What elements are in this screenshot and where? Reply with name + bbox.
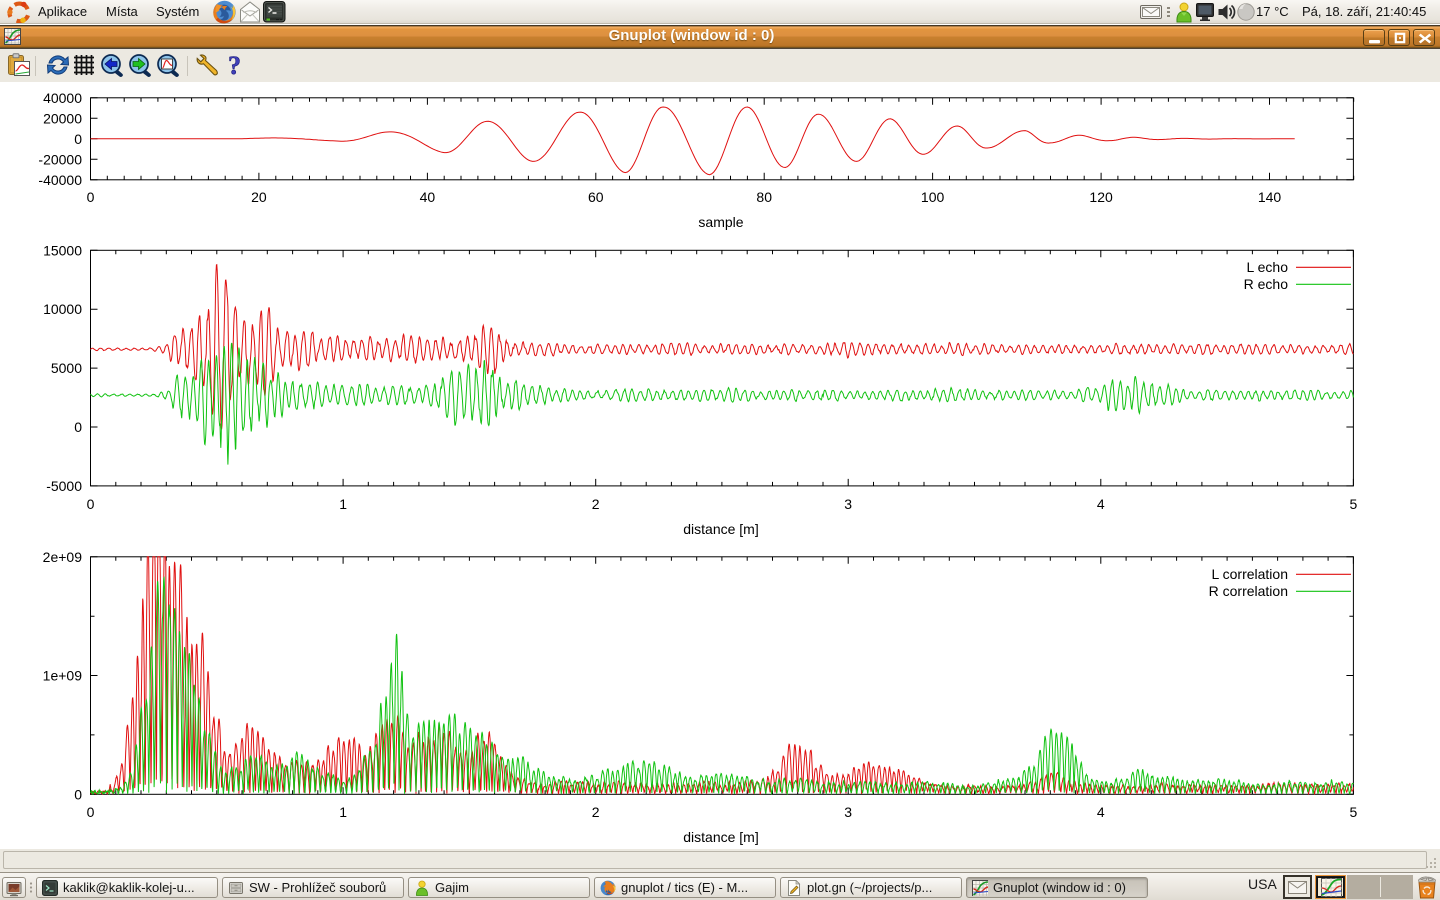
svg-text:5: 5 [1350,496,1358,512]
svg-text:40000: 40000 [43,90,82,106]
svg-text:-20000: -20000 [38,151,82,167]
svg-text:1: 1 [339,804,347,820]
svg-text:140: 140 [1258,189,1282,205]
svg-text:20000: 20000 [43,110,82,126]
svg-text:L echo: L echo [1246,259,1288,275]
svg-text:3: 3 [844,496,852,512]
svg-text:2e+09: 2e+09 [43,549,83,565]
svg-text:0: 0 [74,131,82,147]
svg-text:distance [m]: distance [m] [683,829,758,845]
svg-text:60: 60 [588,189,604,205]
svg-text:distance [m]: distance [m] [683,521,758,537]
svg-text:100: 100 [921,189,945,205]
svg-text:R correlation: R correlation [1209,583,1288,599]
svg-text:0: 0 [74,786,82,802]
svg-text:2: 2 [592,804,600,820]
svg-text:10000: 10000 [43,301,82,317]
svg-text:3: 3 [844,804,852,820]
svg-text:L correlation: L correlation [1211,566,1288,582]
svg-text:-40000: -40000 [38,172,82,188]
svg-text:40: 40 [420,189,436,205]
svg-text:5000: 5000 [51,360,82,376]
svg-text:4: 4 [1097,496,1105,512]
svg-text:R echo: R echo [1244,276,1289,292]
svg-text:?: ? [228,52,241,80]
svg-text:0: 0 [74,419,82,435]
svg-text:2: 2 [592,496,600,512]
svg-text:0: 0 [87,496,95,512]
svg-text:5: 5 [1350,804,1358,820]
svg-text:4: 4 [1097,804,1105,820]
svg-text:15000: 15000 [43,242,82,258]
svg-text:-5000: -5000 [46,478,82,494]
svg-text:80: 80 [756,189,772,205]
svg-text:sample: sample [698,214,743,230]
svg-text:20: 20 [251,189,267,205]
svg-text:120: 120 [1089,189,1113,205]
svg-text:1: 1 [339,496,347,512]
svg-text:1e+09: 1e+09 [43,668,83,684]
svg-text:0: 0 [87,189,95,205]
svg-text:0: 0 [87,804,95,820]
